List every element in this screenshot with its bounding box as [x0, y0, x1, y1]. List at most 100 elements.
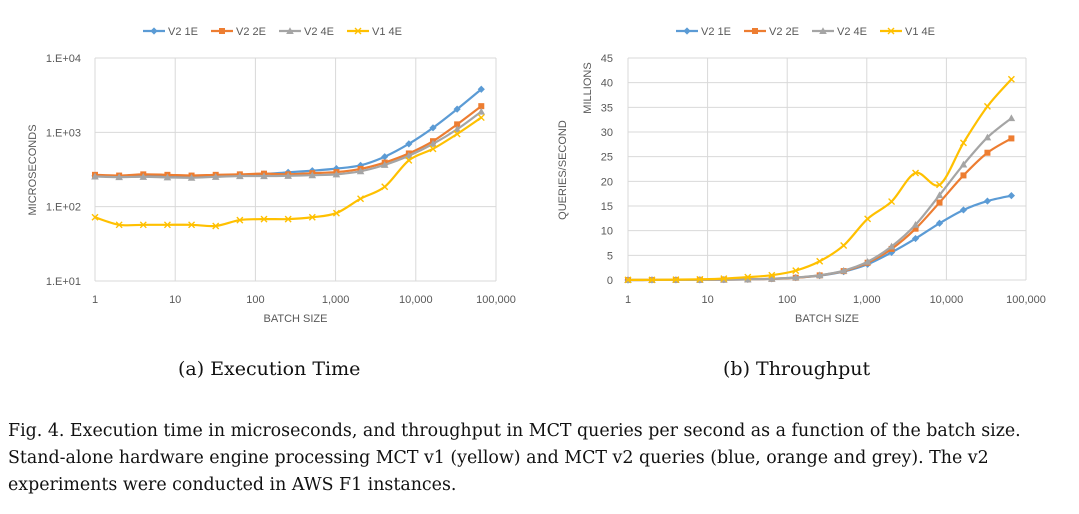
y-tick-label: 1.E+01	[46, 276, 81, 288]
data-point	[815, 271, 824, 279]
data-point	[381, 153, 389, 161]
data-point	[720, 275, 728, 283]
legend: V2 1E V2 2E V2 4E V1 4E	[143, 26, 402, 38]
series-v2-4e	[91, 107, 486, 181]
data-point	[888, 198, 896, 206]
series-v2-4e	[624, 114, 1016, 283]
data-point	[792, 267, 800, 275]
data-point	[911, 220, 920, 228]
data-point	[115, 221, 123, 229]
x-tick-label: 1	[92, 294, 98, 306]
data-point	[332, 170, 341, 178]
data-point	[959, 139, 967, 147]
y-tick-label: 1.E+04	[46, 53, 81, 65]
x-tick-label: 10	[169, 294, 181, 306]
y-tick-label: 25	[601, 152, 613, 164]
x-tick-label: 10,000	[399, 294, 433, 306]
execution-time-chart: 1.E+01 1.E+02 1.E+03 1.E+04 1 10 100 1,000 10,00…	[27, 26, 516, 325]
data-point	[960, 172, 967, 179]
legend-marker	[752, 28, 758, 34]
y-tick-label: 5	[607, 250, 613, 262]
data-point	[139, 173, 148, 180]
data-point	[453, 130, 461, 138]
data-point	[405, 151, 413, 159]
subcaption-a: (a) Execution Time	[178, 358, 361, 380]
y-tick-label: 1.E+02	[46, 202, 81, 214]
data-point	[887, 242, 896, 250]
data-point	[648, 276, 656, 284]
x-tick-label: 1,000	[853, 294, 881, 306]
data-point	[983, 133, 992, 141]
y-tick-label: 45	[601, 53, 613, 65]
y-tick-label: 1.E+03	[46, 127, 81, 139]
x-tick-label: 100,000	[476, 294, 516, 306]
data-point	[839, 266, 848, 274]
data-point	[983, 197, 992, 205]
legend-marker	[219, 28, 225, 34]
subcaption-b: (b) Throughput	[723, 358, 871, 380]
data-point	[672, 276, 680, 284]
data-point	[477, 85, 485, 93]
data-point	[767, 274, 776, 282]
data-point	[163, 221, 171, 229]
data-point	[260, 172, 268, 180]
series-line	[626, 78, 1013, 282]
legend-marker	[150, 27, 158, 35]
data-point	[429, 140, 437, 147]
data-point	[696, 275, 704, 283]
legend-label: V2 4E	[837, 26, 867, 38]
data-point	[477, 107, 486, 115]
legend-label: V2 2E	[769, 26, 799, 38]
y-unit-label: MILLIONS	[582, 62, 594, 113]
data-point	[91, 172, 99, 180]
series-line	[93, 110, 483, 179]
data-point	[212, 222, 220, 230]
x-axis-label: BATCH SIZE	[264, 313, 328, 325]
data-point	[380, 161, 389, 168]
y-tick-label: 0	[607, 275, 613, 287]
data-point	[744, 275, 752, 283]
legend-label: V1 4E	[372, 26, 402, 38]
y-axis-label: QUERIES/SECOND	[557, 120, 569, 220]
data-point	[840, 241, 848, 249]
legend-marker	[819, 27, 827, 34]
data-point	[163, 173, 172, 181]
data-point	[984, 149, 991, 156]
data-point	[429, 124, 437, 132]
x-tick-label: 10,000	[930, 294, 964, 306]
data-point	[1007, 114, 1016, 122]
data-point	[453, 125, 461, 133]
data-point	[864, 215, 872, 223]
data-point	[959, 160, 968, 168]
x-tick-label: 1,000	[322, 294, 350, 306]
data-point	[332, 165, 341, 173]
series-v1-4e	[624, 75, 1015, 284]
data-point	[115, 173, 123, 181]
data-point	[935, 219, 944, 227]
data-point	[936, 199, 943, 206]
data-point	[624, 276, 632, 284]
data-point	[381, 183, 389, 191]
legend-label: V2 1E	[701, 26, 731, 38]
data-point	[863, 257, 872, 265]
data-point	[187, 173, 196, 181]
data-point	[188, 221, 196, 229]
data-point	[478, 103, 485, 110]
x-tick-label: 100,000	[1006, 294, 1046, 306]
y-tick-label: 20	[601, 176, 613, 188]
x-tick-label: 100	[246, 294, 264, 306]
data-point	[332, 209, 340, 217]
data-point	[983, 102, 991, 110]
y-tick-label: 15	[601, 201, 613, 213]
data-point	[211, 173, 220, 180]
y-tick-label: 30	[601, 127, 613, 139]
y-tick-label: 40	[601, 78, 613, 90]
legend-label: V1 4E	[905, 26, 935, 38]
legend-marker	[887, 27, 895, 35]
data-point	[260, 215, 268, 223]
data-point	[308, 213, 316, 221]
data-point	[405, 140, 413, 148]
data-point	[236, 172, 244, 180]
data-point	[935, 191, 944, 199]
